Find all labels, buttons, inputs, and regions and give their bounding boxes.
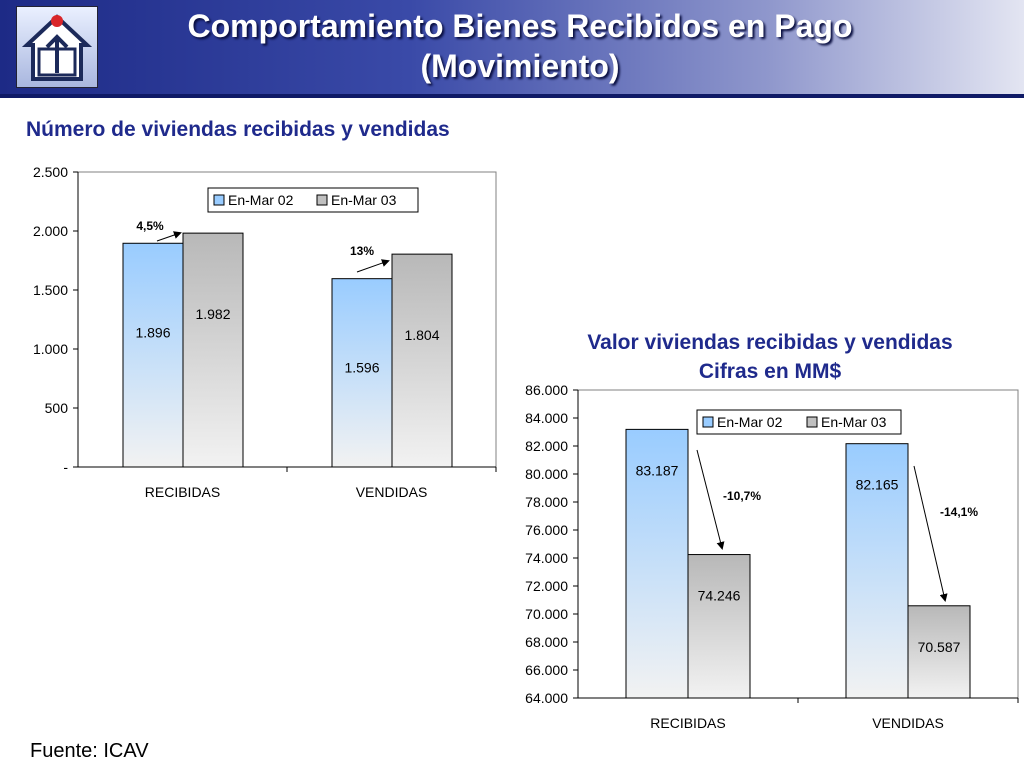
y-tick-label: 66.000 xyxy=(525,662,568,678)
header-banner: Comportamiento Bienes Recibidos en Pago … xyxy=(0,0,1024,98)
change-arrow xyxy=(913,465,948,602)
data-label: 1.804 xyxy=(404,327,439,343)
bar-recibidas-1 xyxy=(122,242,184,468)
legend-swatch xyxy=(702,416,714,428)
bar-vendidas-2 xyxy=(907,605,971,699)
title-line-1: Comportamiento Bienes Recibidos en Pago xyxy=(187,8,853,44)
data-label: 83.187 xyxy=(636,462,679,478)
y-tick-label: 80.000 xyxy=(525,466,568,482)
data-label: 74.246 xyxy=(698,588,741,604)
data-label: 1.896 xyxy=(135,324,170,340)
legend-label: En-Mar 03 xyxy=(821,414,887,430)
house-logo-icon xyxy=(16,6,98,88)
x-tick-label: VENDIDAS xyxy=(356,484,428,500)
change-annotation: -14,1% xyxy=(940,505,978,519)
y-tick-label: 1.500 xyxy=(33,282,68,298)
y-tick-label: 84.000 xyxy=(525,410,568,426)
legend-label: En-Mar 02 xyxy=(228,192,294,208)
legend-swatch xyxy=(806,416,818,428)
y-tick-label: 76.000 xyxy=(525,522,568,538)
change-annotation: 4,5% xyxy=(136,219,164,233)
legend-label: En-Mar 02 xyxy=(717,414,783,430)
y-tick-label: 78.000 xyxy=(525,494,568,510)
y-tick-label: 82.000 xyxy=(525,438,568,454)
bar-vendidas-2 xyxy=(391,253,453,468)
x-tick-label: RECIBIDAS xyxy=(145,484,220,500)
legend-label: En-Mar 03 xyxy=(331,192,397,208)
change-arrow xyxy=(156,231,182,242)
bar-recibidas-1 xyxy=(625,428,689,699)
y-tick-label: - xyxy=(63,459,68,475)
y-tick-label: 70.000 xyxy=(525,606,568,622)
chart1-title: Número de viviendas recibidas y vendidas xyxy=(26,118,450,141)
legend-swatch xyxy=(316,194,328,206)
chart2-title: Valor viviendas recibidas y vendidas xyxy=(587,331,953,354)
change-arrow xyxy=(696,449,725,550)
legend-box xyxy=(696,409,902,435)
data-label: 70.587 xyxy=(918,639,961,655)
y-tick-label: 64.000 xyxy=(525,690,568,706)
y-tick-label: 74.000 xyxy=(525,550,568,566)
data-label: 1.596 xyxy=(344,360,379,376)
y-tick-label: 72.000 xyxy=(525,578,568,594)
x-tick-label: VENDIDAS xyxy=(872,715,944,731)
bar-recibidas-2 xyxy=(182,232,244,468)
bar-vendidas-1 xyxy=(331,278,393,468)
change-annotation: 13% xyxy=(350,244,374,258)
bar-recibidas-2 xyxy=(687,554,751,699)
chart2-subtitle: Cifras en MM$ xyxy=(698,360,842,383)
data-label: 1.982 xyxy=(195,306,230,322)
y-tick-label: 86.000 xyxy=(525,382,568,398)
y-tick-label: 500 xyxy=(45,400,69,416)
y-tick-label: 1.000 xyxy=(33,341,68,357)
change-annotation: -10,7% xyxy=(723,489,761,503)
source-note: Fuente: ICAV xyxy=(30,740,149,762)
title-line-2: (Movimiento) xyxy=(420,48,620,84)
y-tick-label: 2.000 xyxy=(33,223,68,239)
y-tick-label: 2.500 xyxy=(33,164,68,180)
page-title: Comportamiento Bienes Recibidos en Pago … xyxy=(120,6,920,86)
data-label: 82.165 xyxy=(856,477,899,493)
chart2-title-block: Valor viviendas recibidas y vendidas Cif… xyxy=(520,328,1020,386)
x-tick-label: RECIBIDAS xyxy=(650,715,725,731)
bar-vendidas-1 xyxy=(845,443,909,699)
y-tick-label: 68.000 xyxy=(525,634,568,650)
legend-box xyxy=(207,187,419,213)
legend-swatch xyxy=(213,194,225,206)
change-arrow xyxy=(356,259,390,273)
